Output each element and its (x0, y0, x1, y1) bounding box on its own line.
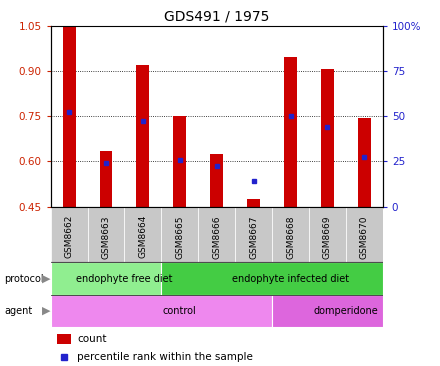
Text: control: control (163, 306, 197, 316)
Text: endophyte infected diet: endophyte infected diet (232, 273, 349, 284)
Bar (210, 154, 223, 207)
Text: GSM8663: GSM8663 (102, 215, 110, 258)
Bar (247, 199, 260, 207)
Text: ▶: ▶ (42, 306, 51, 316)
Bar (88, 207, 125, 262)
Bar (309, 207, 346, 262)
Bar (51, 262, 161, 295)
Text: domperidone: domperidone (314, 306, 378, 316)
Bar (198, 207, 235, 262)
Bar (99, 151, 113, 207)
Text: GSM8669: GSM8669 (323, 215, 332, 258)
Text: GSM8668: GSM8668 (286, 215, 295, 258)
Bar (125, 207, 161, 262)
Text: GSM8662: GSM8662 (65, 215, 73, 258)
Text: GSM8666: GSM8666 (212, 215, 221, 258)
Text: agent: agent (4, 306, 33, 316)
Text: GSM8670: GSM8670 (360, 215, 369, 258)
Bar (51, 295, 272, 327)
Bar (321, 70, 334, 207)
Text: GSM8665: GSM8665 (175, 215, 184, 258)
Text: GSM8664: GSM8664 (138, 215, 147, 258)
Bar (51, 207, 88, 262)
Bar (161, 262, 383, 295)
Text: percentile rank within the sample: percentile rank within the sample (77, 352, 253, 362)
Bar (272, 295, 383, 327)
Bar (136, 65, 149, 207)
Bar (173, 116, 186, 207)
Bar (57, 334, 70, 344)
Text: endophyte free diet: endophyte free diet (76, 273, 172, 284)
Bar (161, 207, 198, 262)
Text: protocol: protocol (4, 273, 44, 284)
Bar (272, 207, 309, 262)
Text: GSM8667: GSM8667 (249, 215, 258, 258)
Text: ▶: ▶ (42, 273, 51, 284)
Bar (284, 57, 297, 207)
Bar (62, 26, 76, 207)
Bar (346, 207, 383, 262)
Bar (235, 207, 272, 262)
Bar (358, 118, 371, 207)
Text: count: count (77, 334, 106, 344)
Title: GDS491 / 1975: GDS491 / 1975 (164, 9, 269, 23)
